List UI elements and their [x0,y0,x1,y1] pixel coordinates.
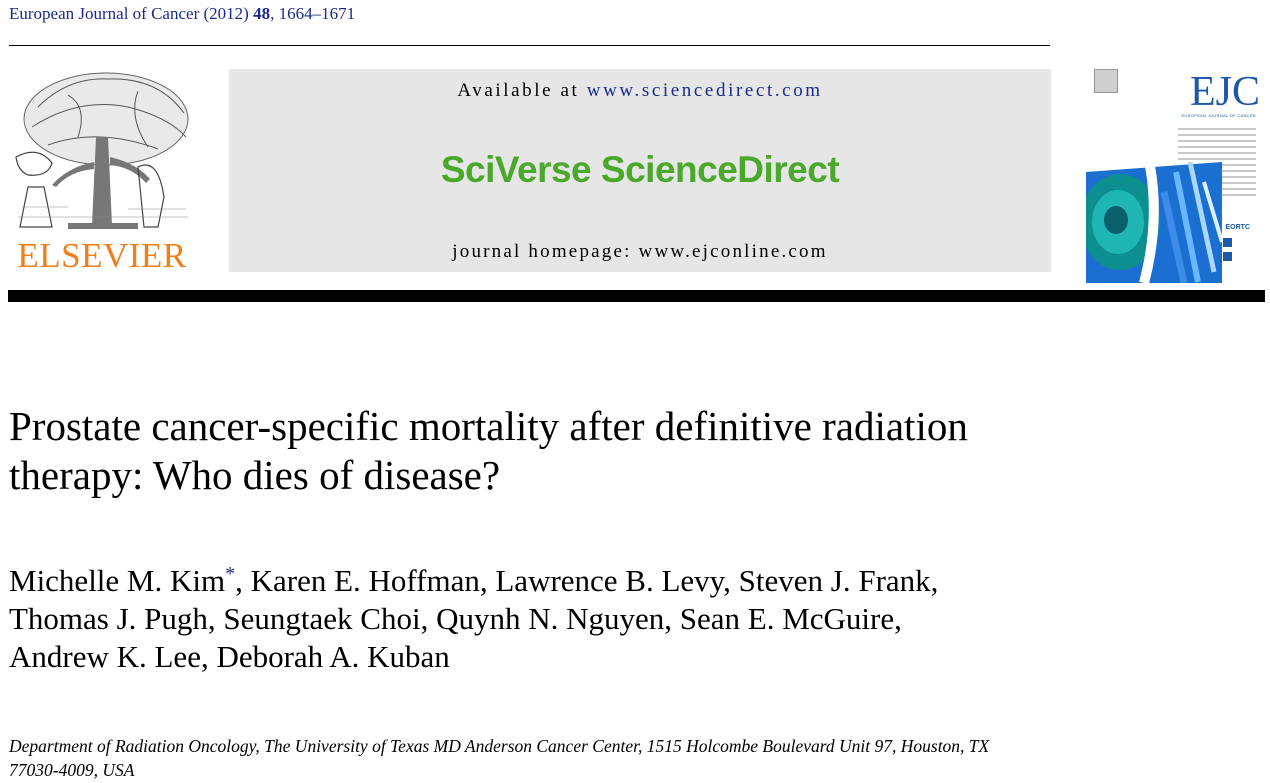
title-line: Prostate cancer-specific mortality after… [9,403,968,449]
header-rule [9,45,1050,46]
availability-prefix: Available at [457,80,580,101]
header-thick-rule [8,290,1265,302]
comma-separator: , [270,4,275,23]
sciverse-sciencedirect-logo[interactable]: SciVerse ScienceDirect [440,149,840,190]
journal-cover[interactable]: EJC EUROPEAN JOURNAL OF CANCER EORTC [1086,66,1262,283]
elsevier-tree-icon [15,72,189,229]
cover-cell-artwork-icon [1086,162,1222,283]
elsevier-logo[interactable]: ELSEVIER [8,67,196,275]
author-names: , Karen E. Hoffman, Lawrence B. Levy, St… [235,563,939,598]
society-badge-icon [1223,238,1232,247]
author-list: Michelle M. Kim*, Karen E. Hoffman, Lawr… [9,555,1159,676]
sciencedirect-link[interactable]: www.sciencedirect.com [586,80,823,101]
journal-pages: 1664–1671 [278,4,356,23]
title-line: therapy: Who dies of disease? [9,452,501,498]
journal-year: (2012) [203,4,249,23]
corresponding-author: Michelle M. Kim [9,563,226,598]
author-line: Michelle M. Kim*, Karen E. Hoffman, Lawr… [9,555,1159,600]
affiliation-line: 77030-4009, USA [9,760,135,780]
availability-line: Available at www.sciencedirect.com [229,80,1051,102]
eortc-logo: EORTC [1225,224,1251,231]
affiliation-line: Department of Radiation Oncology, The Un… [9,736,990,756]
journal-volume: 48 [253,4,271,23]
article-title: Prostate cancer-specific mortality after… [9,402,1159,500]
journal-name: European Journal of Cancer [9,4,200,23]
ejc-cover-title: EJC [1189,69,1260,115]
ejc-cover-subtitle: EUROPEAN JOURNAL OF CANCER [1181,113,1256,118]
journal-citation[interactable]: European Journal of Cancer (2012) 48, 16… [9,4,355,24]
elsevier-wordmark: ELSEVIER [17,236,187,275]
author-line: Thomas J. Pugh, Seungtaek Choi, Quynh N.… [9,601,902,636]
journal-homepage-link[interactable]: journal homepage: www.ejconline.com [452,241,828,262]
author-affiliation: Department of Radiation Oncology, The Un… [9,734,1249,782]
mini-elsevier-icon [1094,69,1118,93]
society-badge-icon [1223,252,1232,261]
corresponding-author-link[interactable]: * [225,563,236,585]
author-line: Andrew K. Lee, Deborah A. Kuban [9,639,450,674]
sciencedirect-banner: Available at www.sciencedirect.com SciVe… [229,69,1051,272]
